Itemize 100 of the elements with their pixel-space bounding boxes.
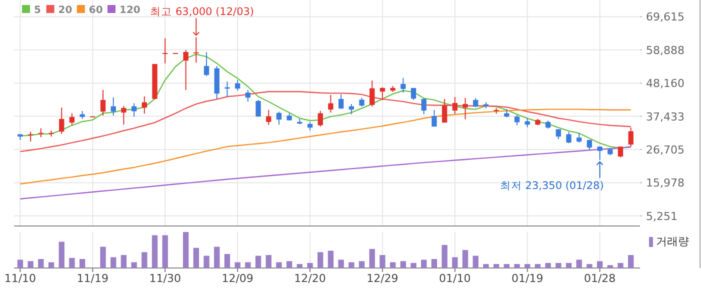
bar	[410, 262, 416, 268]
bar	[628, 255, 634, 268]
bar	[266, 255, 272, 268]
legend-label: 거래량	[656, 235, 689, 248]
candlestick	[194, 36, 199, 64]
bar	[28, 261, 34, 268]
x-tick-label: 01/10	[439, 272, 471, 285]
bar	[400, 261, 406, 268]
candlestick	[28, 131, 34, 142]
bar	[442, 244, 448, 268]
x-tick-label: 12/29	[366, 272, 398, 285]
bar	[545, 262, 551, 268]
candlestick	[121, 105, 126, 126]
candlestick	[597, 146, 602, 160]
bar	[255, 256, 262, 268]
y-tick-label: 69,615	[646, 10, 684, 24]
bar	[431, 259, 438, 268]
bar	[79, 259, 86, 268]
bar	[234, 262, 240, 268]
candlestick	[256, 99, 261, 118]
x-tick-label: 01/28	[584, 272, 616, 285]
candlestick	[421, 98, 426, 115]
bar	[462, 250, 468, 268]
bar	[17, 260, 24, 268]
candlestick	[628, 127, 634, 148]
candlestick	[204, 52, 210, 76]
candlestick	[452, 96, 458, 114]
candlestick	[462, 97, 468, 120]
bar	[38, 259, 44, 268]
bar	[214, 246, 220, 268]
candlestick	[514, 114, 520, 126]
candlestick	[110, 96, 116, 116]
bar	[472, 256, 478, 268]
x-tick-label: 12/20	[294, 272, 326, 285]
candlestick	[566, 131, 572, 144]
candlestick	[338, 94, 344, 110]
candlestick	[618, 146, 624, 158]
bar	[348, 262, 354, 268]
candlestick	[442, 98, 448, 124]
bar	[48, 262, 54, 268]
bar	[514, 264, 520, 268]
candlestick	[556, 128, 561, 140]
bar	[596, 261, 603, 268]
candlestick	[245, 89, 250, 102]
bar	[162, 235, 168, 268]
bar	[224, 254, 230, 268]
x-tick-label: 11/19	[76, 272, 109, 285]
bar	[100, 246, 106, 268]
bar	[328, 250, 334, 268]
bar	[504, 264, 510, 268]
bar	[193, 248, 200, 268]
bar	[204, 256, 210, 268]
candlestick	[276, 111, 282, 126]
candlestick	[473, 97, 478, 108]
bar	[286, 261, 292, 268]
bar	[493, 264, 500, 268]
bar	[276, 262, 282, 268]
bar	[120, 255, 127, 268]
bar	[296, 264, 303, 268]
candlestick	[266, 109, 272, 126]
bar	[586, 264, 592, 268]
candlestick	[576, 132, 582, 144]
bar	[369, 248, 375, 268]
bar	[534, 264, 541, 268]
candlestick	[234, 79, 240, 92]
candlestick	[142, 96, 147, 114]
y-tick-label: 48,160	[646, 77, 684, 90]
bar	[607, 265, 614, 268]
bar	[152, 235, 158, 268]
candlestick	[69, 112, 75, 126]
candlestick	[100, 89, 106, 116]
candlestick	[432, 109, 437, 128]
candlestick	[370, 80, 375, 108]
candlestick	[59, 107, 64, 134]
bar	[380, 255, 386, 268]
bar	[524, 264, 530, 268]
x-tick-label: 01/19	[512, 272, 544, 285]
bar	[131, 262, 137, 268]
bar	[110, 257, 116, 268]
bar	[338, 260, 344, 268]
annotation: 최고 63,000 (12/03)	[150, 6, 254, 18]
candlestick	[400, 77, 406, 94]
candlestick	[380, 86, 386, 100]
candlestick	[38, 128, 44, 138]
bar	[618, 262, 624, 268]
bar	[69, 258, 75, 268]
x-tick-label: 12/09	[222, 272, 254, 285]
candlestick	[328, 94, 334, 114]
legend-label: 5	[34, 5, 41, 16]
bar	[452, 257, 458, 268]
candlestick	[318, 110, 323, 128]
candlestick	[183, 49, 188, 90]
bar	[182, 232, 189, 268]
bar	[358, 261, 365, 268]
x-tick-label: 11/10	[4, 272, 36, 285]
candlestick	[131, 102, 137, 118]
y-tick-label: 37,433	[646, 110, 684, 124]
bar	[483, 264, 489, 268]
bar	[318, 252, 324, 268]
candlestick	[162, 38, 168, 64]
